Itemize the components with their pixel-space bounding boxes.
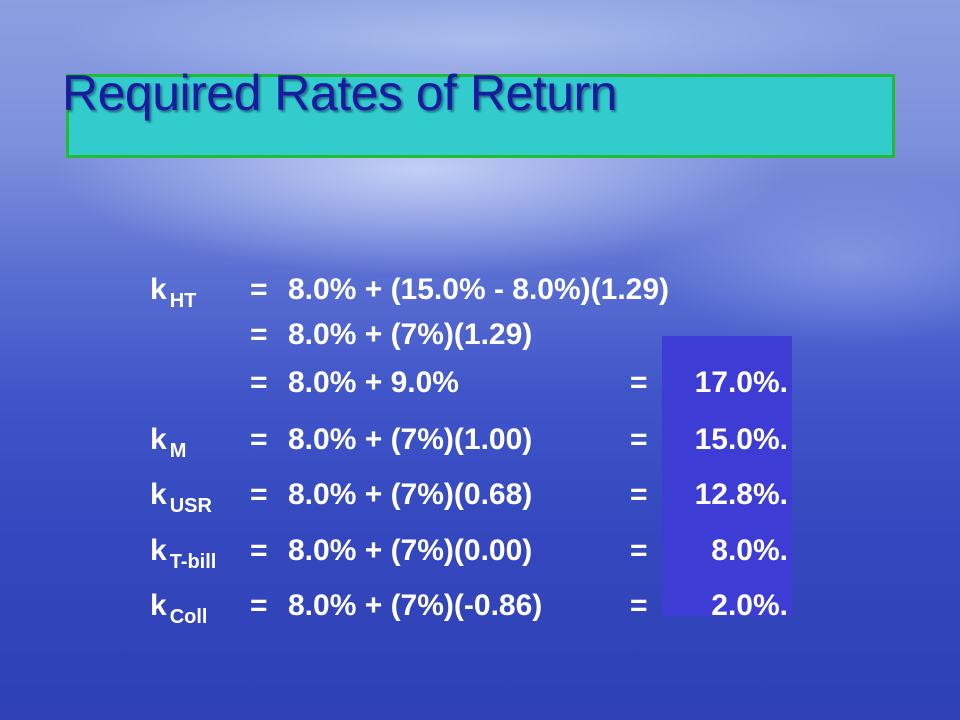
equals: = (630, 423, 648, 456)
equals: = (630, 366, 648, 399)
subscript: USR (169, 495, 212, 517)
equals: = (250, 318, 268, 351)
equals: = (250, 423, 268, 456)
equals: = (630, 589, 648, 622)
slide-title: Required Rates of Return (62, 65, 617, 121)
subscript: T-bill (169, 551, 217, 573)
equals: = (630, 534, 648, 567)
equals: = (250, 366, 268, 399)
result: 12.8%. (694, 478, 788, 511)
equals: = (250, 273, 268, 306)
variable: k HT (150, 273, 197, 312)
equals: = (250, 478, 268, 511)
result: 17.0%. (694, 366, 788, 399)
result: 2.0%. (711, 589, 788, 622)
result-highlight (662, 336, 792, 616)
variable: k Coll (150, 589, 208, 628)
result: 8.0%. (711, 534, 788, 567)
expression: 8.0% + (7%)(-0.86) (288, 589, 543, 622)
subscript: HT (169, 290, 197, 312)
title-box (66, 74, 895, 158)
result: 15.0%. (694, 423, 788, 456)
expression: 8.0% + (7%)(1.00) (288, 423, 533, 456)
variable: k USR (150, 478, 212, 517)
equals: = (250, 534, 268, 567)
expression: 8.0% + 9.0% (288, 366, 459, 399)
equals: = (250, 589, 268, 622)
equals: = (630, 478, 648, 511)
subscript: Coll (169, 606, 208, 628)
expression: 8.0% + (7%)(1.29) (288, 318, 533, 351)
expression: 8.0% + (15.0% - 8.0%)(1.29) (288, 273, 670, 306)
variable: k T-bill (150, 534, 217, 573)
expression: 8.0% + (7%)(0.00) (288, 534, 533, 567)
expression: 8.0% + (7%)(0.68) (288, 478, 533, 511)
subscript: M (169, 440, 187, 462)
